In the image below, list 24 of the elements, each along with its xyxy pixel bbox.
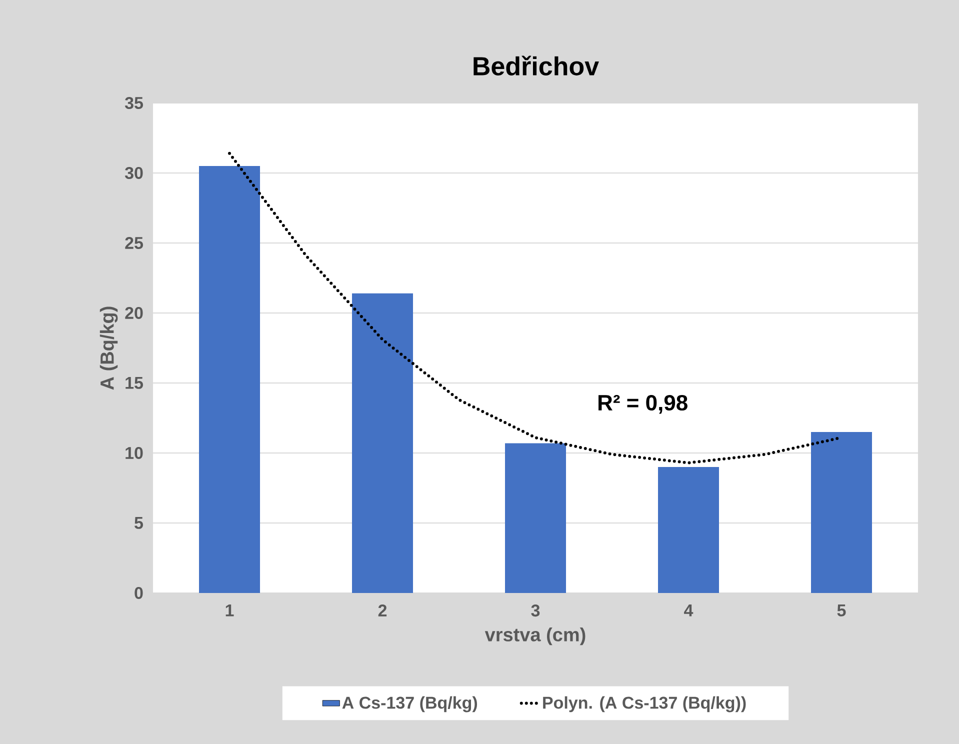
- y-tick-label: 25: [125, 236, 144, 250]
- y-tick-label: 30: [124, 166, 143, 180]
- bar: [811, 432, 872, 593]
- annotation: R² = 0,98: [598, 394, 688, 414]
- bar: [199, 166, 260, 593]
- x-tick-label: 3: [531, 604, 540, 617]
- x-tick-label: 2: [378, 604, 387, 616]
- x-axis-title: vrstva (cm): [484, 627, 586, 646]
- y-tick-label: 15: [126, 377, 144, 389]
- y-axis-title: A (Bq/kg): [100, 306, 118, 390]
- bar: [352, 293, 414, 593]
- x-tick-label: 4: [684, 604, 694, 616]
- y-tick-label: 5: [134, 517, 144, 529]
- legend-label: Polyn. (A Cs-137 (Bq/kg)): [543, 696, 746, 712]
- x-tick-label: 5: [837, 604, 846, 616]
- x-tick-label: 1: [226, 604, 234, 616]
- legend-label: A Cs-137 (Bq/kg): [342, 696, 478, 712]
- chart-title: Bedřichov: [474, 56, 599, 76]
- bar: [505, 443, 566, 593]
- y-tick-label: 0: [134, 586, 143, 600]
- y-tick-label: 20: [125, 306, 143, 320]
- y-tick-label: 35: [124, 96, 144, 110]
- y-tick-label: 10: [126, 446, 143, 460]
- bar: [658, 466, 719, 593]
